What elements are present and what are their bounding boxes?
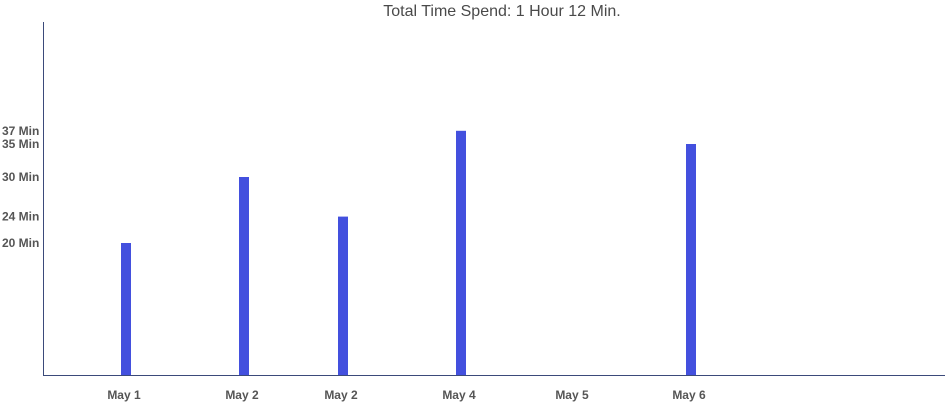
- bar: [239, 177, 249, 375]
- bars: [121, 130, 696, 375]
- bar: [456, 130, 466, 375]
- x-tick-label: May 1: [107, 388, 141, 402]
- y-tick-label: 35 Min: [2, 137, 39, 151]
- y-tick-label: 24 Min: [2, 210, 39, 224]
- y-tick-label: 37 Min: [2, 124, 39, 138]
- bar: [686, 144, 696, 375]
- x-tick-label: May 2: [324, 388, 358, 402]
- chart-title: Total Time Spend: 1 Hour 12 Min.: [383, 3, 620, 20]
- bar: [121, 243, 131, 375]
- x-tick-label: May 5: [555, 388, 589, 402]
- x-tick-label: May 2: [225, 388, 259, 402]
- y-tick-label: 30 Min: [2, 170, 39, 184]
- x-tick-label: May 6: [672, 388, 706, 402]
- y-tick-label: 20 Min: [2, 236, 39, 250]
- bar: [338, 216, 348, 375]
- x-tick-label: May 4: [442, 388, 476, 402]
- x-tick-labels: May 1 May 2 May 2 May 4 May 5 May 6: [107, 388, 706, 402]
